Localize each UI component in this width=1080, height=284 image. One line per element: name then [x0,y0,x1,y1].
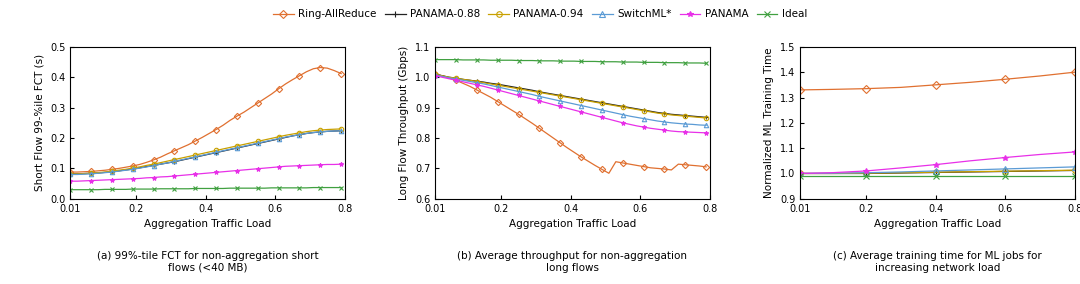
Legend: Ring-AllReduce, PANAMA-0.88, PANAMA-0.94, SwitchML*, PANAMA, Ideal: Ring-AllReduce, PANAMA-0.88, PANAMA-0.94… [269,5,811,24]
Y-axis label: Long Flow Throughput (Gbps): Long Flow Throughput (Gbps) [400,46,409,200]
X-axis label: Aggregation Traffic Load: Aggregation Traffic Load [144,219,271,229]
Y-axis label: Short Flow 99-%ile FCT (s): Short Flow 99-%ile FCT (s) [35,54,44,191]
Text: (a) 99%-tile FCT for non-aggregation short
flows (<40 MB): (a) 99%-tile FCT for non-aggregation sho… [96,251,319,273]
Text: (b) Average throughput for non-aggregation
long flows: (b) Average throughput for non-aggregati… [458,251,687,273]
Text: (c) Average training time for ML jobs for
increasing network load: (c) Average training time for ML jobs fo… [833,251,1042,273]
Y-axis label: Normalized ML Training Time: Normalized ML Training Time [765,48,774,198]
X-axis label: Aggregation Traffic Load: Aggregation Traffic Load [874,219,1001,229]
X-axis label: Aggregation Traffic Load: Aggregation Traffic Load [509,219,636,229]
